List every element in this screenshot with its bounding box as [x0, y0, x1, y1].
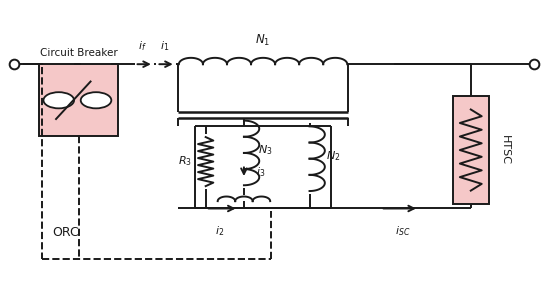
- Circle shape: [81, 92, 111, 108]
- Text: $i_{SC}$: $i_{SC}$: [395, 224, 410, 238]
- Bar: [453, 96, 489, 204]
- Bar: [39, 64, 118, 136]
- Text: $N_2$: $N_2$: [326, 149, 340, 163]
- Text: $N_3$: $N_3$: [258, 143, 272, 157]
- Text: $N_1$: $N_1$: [255, 33, 271, 48]
- Text: $i_1$: $i_1$: [160, 39, 169, 53]
- Text: $R_3$: $R_3$: [178, 155, 192, 168]
- Text: HTSC: HTSC: [499, 135, 510, 165]
- Text: $i_2$: $i_2$: [215, 224, 224, 238]
- Text: $i_f$: $i_f$: [139, 39, 147, 53]
- Circle shape: [43, 92, 74, 108]
- Text: ORC: ORC: [53, 226, 79, 239]
- Text: Circuit Breaker: Circuit Breaker: [39, 48, 117, 58]
- Text: $i_3$: $i_3$: [256, 165, 265, 179]
